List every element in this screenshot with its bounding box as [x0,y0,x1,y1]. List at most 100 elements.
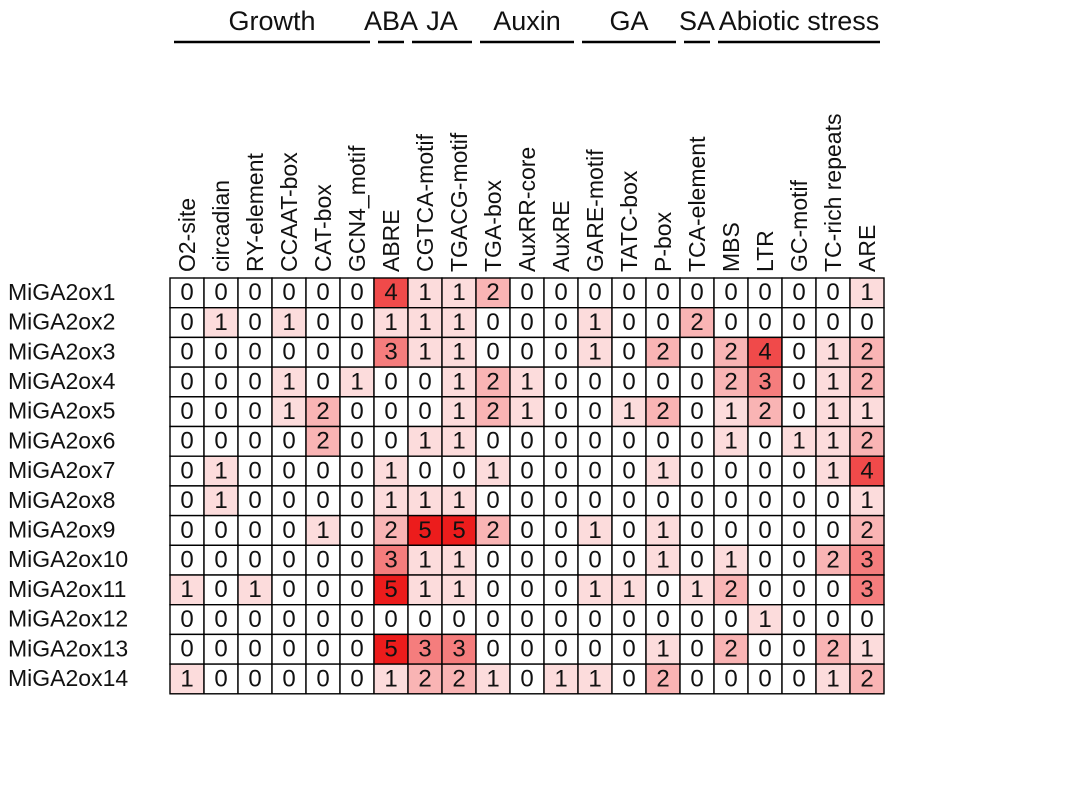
cell-value: 0 [350,457,363,484]
heatmap-cell [237,663,273,695]
heatmap-cell [475,336,511,368]
cell-value: 0 [180,606,193,633]
cell-value: 0 [520,457,533,484]
cell-value: 0 [554,398,567,425]
cell-value: 0 [418,398,431,425]
cell-value: 0 [826,606,839,633]
heatmap-cell [373,366,409,398]
cell-value: 0 [792,636,805,663]
cell-value: 1 [452,339,465,366]
heatmap-cell [713,544,749,576]
heatmap-cell [441,514,477,546]
cell-value: 0 [792,398,805,425]
column-label: circadian [208,180,234,272]
cell-value: 0 [486,636,499,663]
heatmap-cell [441,455,477,487]
cell-value: 0 [282,546,295,573]
heatmap-cell [781,514,817,546]
cell-value: 2 [826,546,839,573]
cell-value: 0 [724,279,737,306]
cell-value: 0 [520,576,533,603]
heatmap-cell [781,336,817,368]
heatmap-cell [713,336,749,368]
cell-value: 0 [214,665,227,692]
column-label: AuxRE [548,200,574,272]
cell-value: 2 [452,665,465,692]
cell-value: 0 [214,279,227,306]
cell-value: 0 [350,279,363,306]
cell-value: 0 [690,339,703,366]
heatmap-cell [543,455,579,487]
cell-value: 0 [248,368,261,395]
cell-value: 0 [282,665,295,692]
cell-value: 0 [248,339,261,366]
cell-value: 0 [520,606,533,633]
cell-value: 1 [418,279,431,306]
cell-value: 0 [452,457,465,484]
heatmap-cell [611,485,647,517]
cell-value: 0 [214,368,227,395]
cell-value: 1 [860,487,873,514]
cell-value: 2 [690,309,703,336]
heatmap-cell [747,514,783,546]
cell-value: 0 [316,309,329,336]
column-label: LTR [752,230,778,272]
cell-value: 0 [588,606,601,633]
cell-value: 3 [452,636,465,663]
cell-value: 0 [248,428,261,455]
column-label: GCN4_motif [344,145,370,272]
heatmap-cell [543,396,579,428]
heatmap-cell [305,336,341,368]
cell-value: 2 [486,368,499,395]
cell-value: 0 [758,517,771,544]
cell-value: 0 [690,665,703,692]
cell-value: 3 [418,636,431,663]
cell-value: 0 [792,457,805,484]
cell-value: 1 [214,457,227,484]
cell-value: 1 [350,368,363,395]
heatmap-cell [577,307,613,339]
heatmap-cell [339,574,375,606]
cell-value: 1 [282,398,295,425]
heatmap-cell [645,604,681,636]
cell-value: 0 [622,309,635,336]
heatmap-cell [679,277,715,309]
cell-value: 0 [486,546,499,573]
cell-value: 5 [384,636,397,663]
cell-value: 0 [758,457,771,484]
cell-value: 1 [860,636,873,663]
cell-value: 0 [724,517,737,544]
cell-value: 1 [588,576,601,603]
cell-value: 0 [520,428,533,455]
cell-value: 0 [248,517,261,544]
cell-value: 1 [180,665,193,692]
heatmap-cell [543,307,579,339]
cell-value: 2 [316,428,329,455]
cell-value: 1 [656,546,669,573]
cell-value: 1 [282,309,295,336]
cell-value: 0 [758,279,771,306]
heatmap-cell [509,425,545,457]
cell-value: 1 [452,576,465,603]
heatmap-cell [441,307,477,339]
cell-value: 0 [180,339,193,366]
cell-value: 1 [860,398,873,425]
cell-value: 0 [350,309,363,336]
cell-value: 2 [860,368,873,395]
cell-value: 0 [180,368,193,395]
heatmap-cells [169,277,885,695]
heatmap-cell [815,396,851,428]
cell-value: 2 [724,576,737,603]
heatmap-cell [747,633,783,665]
heatmap-cell [747,574,783,606]
cell-value: 0 [554,546,567,573]
cell-value: 0 [622,636,635,663]
group-label: Abiotic stress [719,6,880,36]
cell-value: 0 [588,636,601,663]
cell-value: 0 [180,457,193,484]
cell-value: 0 [792,576,805,603]
cell-value: 0 [588,428,601,455]
cell-value: 0 [792,368,805,395]
cell-value: 0 [214,339,227,366]
cell-value: 0 [622,428,635,455]
